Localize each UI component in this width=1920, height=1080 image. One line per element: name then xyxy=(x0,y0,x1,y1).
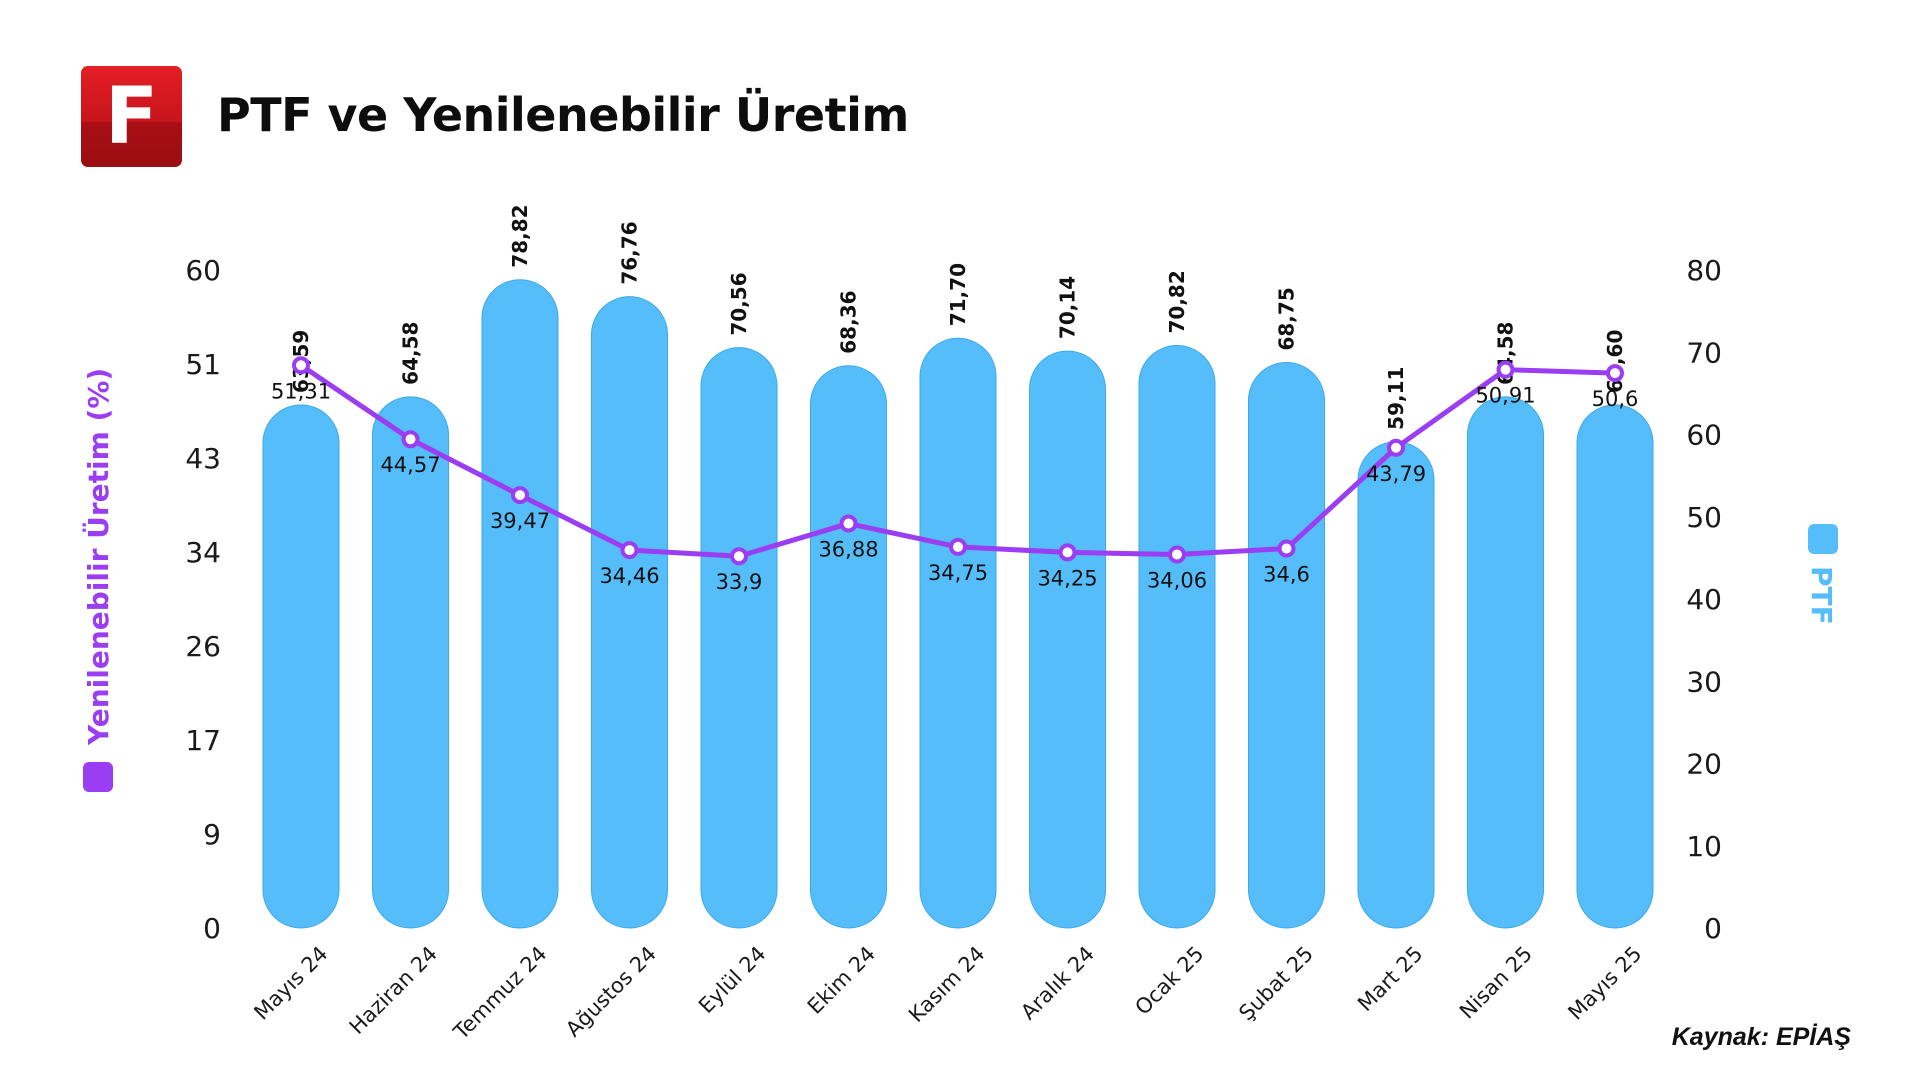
renewable-point-label: 34,25 xyxy=(1037,566,1097,590)
x-axis-category-label: Ocak 25 xyxy=(1130,942,1208,1020)
renewable-point xyxy=(292,356,310,375)
renewable-point xyxy=(1606,364,1624,383)
renewable-point-label: 51,31 xyxy=(271,379,331,403)
source-note: Kaynak: EPİAŞ xyxy=(1671,1023,1851,1051)
renewable-point-label: 34,6 xyxy=(1263,563,1310,587)
renewable-point xyxy=(730,547,748,566)
bar-series-swatch xyxy=(1808,524,1838,554)
renewable-point-label: 36,88 xyxy=(818,538,878,562)
x-axis-category-label: Mart 25 xyxy=(1353,942,1427,1016)
renewable-point-label: 34,06 xyxy=(1147,568,1207,592)
left-axis-tick: 43 xyxy=(185,442,221,475)
renewable-point-label: 44,57 xyxy=(380,453,440,477)
right-axis-tick: 0 xyxy=(1704,912,1722,945)
left-axis-tick: 60 xyxy=(185,254,221,287)
x-axis-category-label: Haziran 24 xyxy=(345,942,442,1039)
x-axis-category-label: Mayıs 25 xyxy=(1563,942,1646,1025)
x-axis-category-label: Eylül 24 xyxy=(694,942,770,1018)
renewable-point-label: 43,79 xyxy=(1366,462,1426,486)
ptf-bar xyxy=(1029,350,1106,929)
right-axis: 0 10 20 30 40 50 60 70 80 xyxy=(1686,254,1722,945)
x-axis-category-label: Ağustos 24 xyxy=(561,942,661,1042)
renewable-point-label: 50,6 xyxy=(1592,387,1639,411)
brand-logo: F xyxy=(81,66,182,167)
chart-title: PTF ve Yenilenebilir Üretim xyxy=(217,88,909,142)
x-axis-category-label: Şubat 25 xyxy=(1234,942,1318,1026)
left-axis-title: Yenilenebilir Üretim (%) xyxy=(81,368,115,746)
right-axis-tick: 70 xyxy=(1686,336,1722,369)
renewable-point xyxy=(620,541,639,560)
line-series-group: 51,31 44,57 39,47 34,46 33,9 36,88 34,75 34,25 3… xyxy=(271,356,1639,594)
x-axis-category-label: Ekim 24 xyxy=(803,942,880,1019)
left-axis-tick: 26 xyxy=(185,630,221,663)
ptf-bar xyxy=(1138,345,1216,929)
left-axis-title-group: Yenilenebilir Üretim (%) xyxy=(81,368,115,792)
left-axis-tick: 51 xyxy=(185,348,221,381)
renewable-point xyxy=(1496,360,1515,379)
renewable-point xyxy=(1168,545,1186,564)
ptf-bar-label: 78,82 xyxy=(508,204,532,267)
right-axis-tick: 40 xyxy=(1686,583,1722,616)
renewable-point xyxy=(839,514,858,533)
left-axis-tick: 9 xyxy=(203,818,221,851)
renewable-point xyxy=(949,537,967,556)
renewable-point xyxy=(511,486,529,505)
right-axis-title: PTF xyxy=(1805,566,1838,625)
logo-letter: F xyxy=(104,71,159,162)
ptf-bar-label: 64,58 xyxy=(399,322,423,385)
ptf-bar xyxy=(591,296,668,929)
ptf-bar xyxy=(700,347,778,929)
left-axis-tick: 0 xyxy=(203,912,221,945)
ptf-bar xyxy=(919,337,997,929)
ptf-bar xyxy=(372,396,449,929)
left-axis-tick: 34 xyxy=(185,536,221,569)
renewable-point-label: 34,46 xyxy=(599,564,659,588)
x-axis-category-label: Kasım 24 xyxy=(904,942,989,1027)
line-series-swatch xyxy=(83,762,113,792)
x-axis: Mayıs 24 Haziran 24 Temmuz 24 Ağustos 24 Eyl… xyxy=(249,942,1646,1045)
ptf-bar-label: 70,56 xyxy=(727,272,751,335)
renewable-point xyxy=(1058,543,1077,562)
renewable-point xyxy=(1277,539,1296,558)
x-axis-category-label: Nisan 25 xyxy=(1455,942,1537,1024)
x-axis-category-label: Temmuz 24 xyxy=(448,942,551,1045)
ptf-bar xyxy=(481,279,559,929)
ptf-bar xyxy=(262,404,340,929)
renewable-point-label: 33,9 xyxy=(716,570,763,594)
ptf-bar xyxy=(1357,441,1435,929)
renewable-point-label: 34,75 xyxy=(928,561,988,585)
renewable-point xyxy=(401,430,420,449)
right-axis-tick: 60 xyxy=(1686,419,1722,452)
ptf-bar xyxy=(1248,362,1325,929)
right-axis-tick: 10 xyxy=(1686,830,1722,863)
ptf-bar-label: 59,11 xyxy=(1384,367,1408,430)
right-axis-tick: 30 xyxy=(1686,665,1722,698)
left-axis: 0 9 17 26 34 43 51 60 xyxy=(185,254,221,945)
x-axis-category-label: Mayıs 24 xyxy=(249,942,332,1025)
bar-series-group: 63,5964,5878,8276,7670,5668,3671,7070,14… xyxy=(262,204,1654,929)
ptf-bar-label: 76,76 xyxy=(618,221,642,284)
right-axis-tick: 80 xyxy=(1686,254,1722,287)
ptf-bar-label: 68,36 xyxy=(837,290,861,353)
right-axis-tick: 50 xyxy=(1686,501,1722,534)
x-axis-category-label: Aralık 24 xyxy=(1016,942,1099,1025)
ptf-bar xyxy=(810,365,887,929)
ptf-bar-label: 63,60 xyxy=(1603,330,1627,393)
ptf-bar xyxy=(1467,396,1544,929)
left-axis-tick: 17 xyxy=(185,724,221,757)
renewable-point-label: 50,91 xyxy=(1475,384,1535,408)
ptf-bar-label: 70,14 xyxy=(1056,276,1080,339)
renewable-point xyxy=(1387,438,1405,457)
renewable-point-label: 39,47 xyxy=(490,509,550,533)
right-axis-tick: 20 xyxy=(1686,748,1722,781)
ptf-bar-label: 70,82 xyxy=(1165,270,1189,333)
ptf-bar-label: 68,75 xyxy=(1275,287,1299,350)
ptf-bar-label: 71,70 xyxy=(946,263,970,326)
right-axis-title-group: PTF xyxy=(1805,524,1838,625)
ptf-bar xyxy=(1576,404,1654,929)
